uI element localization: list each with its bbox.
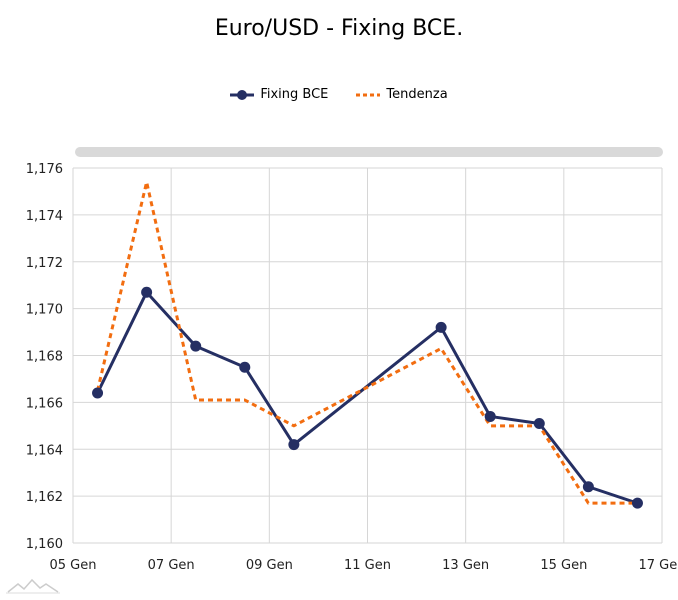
y-tick-label: 1,160: [26, 537, 63, 552]
x-tick-label: 13 Gen: [442, 558, 489, 573]
zoom-scrollbar[interactable]: [75, 147, 663, 157]
data-point-fixing-bce: [141, 286, 153, 298]
y-tick-label: 1,162: [26, 490, 63, 505]
y-tick-label: 1,164: [26, 443, 63, 458]
chart-title: Euro/USD - Fixing BCE.: [214, 16, 464, 41]
x-tick-label: 15 Gen: [540, 558, 587, 573]
data-point-fixing-bce: [533, 417, 545, 429]
data-point-fixing-bce: [484, 410, 496, 422]
y-tick-label: 1,166: [26, 396, 63, 411]
logo-watermark-icon: [6, 578, 60, 594]
y-tick-label: 1,174: [26, 209, 63, 224]
x-tick-label: 11 Gen: [344, 558, 391, 573]
legend-item-fixing-bce[interactable]: Fixing BCE: [230, 87, 328, 102]
data-point-fixing-bce: [435, 321, 447, 333]
legend-label: Fixing BCE: [260, 87, 329, 102]
data-point-fixing-bce: [288, 439, 300, 451]
data-point-fixing-bce: [582, 481, 594, 493]
data-point-fixing-bce: [92, 387, 104, 399]
data-point-fixing-bce: [631, 497, 643, 509]
legend-marker-fixing-bce: [230, 89, 255, 100]
y-tick-label: 1,168: [26, 350, 63, 365]
y-tick-label: 1,176: [26, 162, 63, 177]
legend: Fixing BCE Tendenza: [0, 87, 678, 102]
x-tick-label: 17 Gen: [639, 558, 678, 573]
y-tick-label: 1,172: [26, 256, 63, 271]
x-tick-label: 07 Gen: [148, 558, 195, 573]
y-tick-label: 1,170: [26, 303, 63, 318]
x-tick-label: 09 Gen: [246, 558, 293, 573]
legend-label: Tendenza: [386, 87, 448, 102]
legend-marker-tendenza: [356, 93, 381, 96]
data-point-fixing-bce: [190, 340, 202, 352]
x-tick-label: 05 Gen: [50, 558, 97, 573]
data-point-fixing-bce: [239, 361, 251, 373]
series-line-tendenza: [96, 180, 638, 505]
legend-item-tendenza[interactable]: Tendenza: [356, 87, 448, 102]
